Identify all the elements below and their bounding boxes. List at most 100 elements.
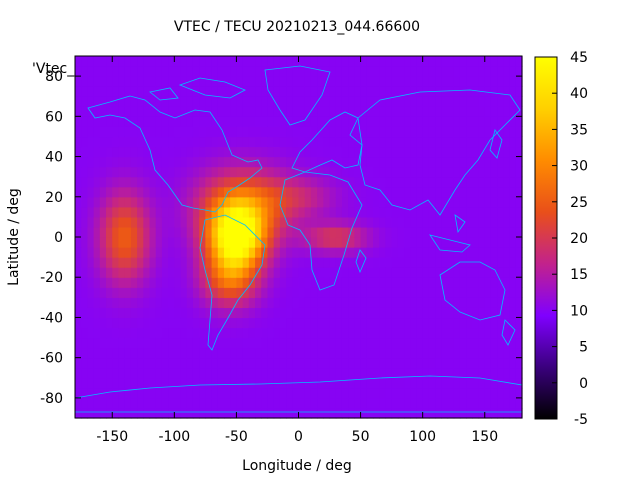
heat-cell bbox=[459, 337, 467, 349]
heat-cell bbox=[279, 277, 287, 288]
heat-cell bbox=[106, 196, 113, 208]
heat-cell bbox=[273, 407, 281, 419]
heat-cell bbox=[99, 337, 107, 349]
heat-cell bbox=[106, 397, 113, 409]
heat-cell bbox=[180, 387, 188, 399]
heat-cell bbox=[186, 126, 194, 138]
heat-cell bbox=[478, 247, 486, 258]
heat-cell bbox=[99, 347, 107, 359]
heat-cell bbox=[435, 307, 442, 319]
heat-cell bbox=[484, 86, 492, 97]
heat-cell bbox=[379, 297, 387, 308]
heat-cell bbox=[267, 56, 275, 67]
heat-cell bbox=[490, 267, 498, 278]
heat-cell bbox=[205, 126, 213, 138]
heat-cell bbox=[447, 76, 455, 87]
heat-cell bbox=[317, 347, 324, 359]
heat-cell bbox=[354, 176, 362, 188]
heat-cell bbox=[93, 216, 101, 228]
heat-cell bbox=[317, 126, 324, 138]
heat-cell bbox=[130, 156, 138, 168]
heat-cell bbox=[478, 206, 486, 218]
heat-cell bbox=[397, 96, 405, 107]
heat-cell bbox=[279, 337, 287, 349]
heat-cell bbox=[106, 96, 113, 107]
heat-cell bbox=[236, 146, 244, 158]
heat-cell bbox=[497, 216, 504, 228]
heat-cell bbox=[428, 277, 436, 288]
heat-cell bbox=[490, 186, 498, 198]
heat-cell bbox=[410, 257, 418, 268]
heat-cell bbox=[155, 66, 163, 77]
heat-cell bbox=[453, 277, 461, 288]
heat-cell bbox=[99, 136, 107, 148]
heat-cell bbox=[397, 196, 405, 208]
heat-cell bbox=[509, 237, 517, 248]
heat-cell bbox=[441, 66, 449, 77]
heat-cell bbox=[211, 116, 219, 127]
heat-cell bbox=[391, 377, 399, 389]
heat-cell bbox=[360, 367, 368, 379]
heat-cell bbox=[273, 226, 281, 238]
heat-cell bbox=[180, 76, 188, 87]
heat-cell bbox=[366, 116, 374, 127]
heat-cell bbox=[186, 397, 194, 409]
heat-cell bbox=[168, 196, 175, 208]
heat-cell bbox=[81, 297, 89, 308]
heat-cell bbox=[75, 56, 82, 67]
heat-cell bbox=[459, 156, 467, 168]
heat-cell bbox=[509, 367, 517, 379]
heat-cell bbox=[118, 317, 126, 329]
heat-cell bbox=[168, 287, 175, 298]
heat-cell bbox=[490, 297, 498, 308]
heat-cell bbox=[242, 257, 250, 268]
heat-cell bbox=[379, 86, 387, 97]
heat-cell bbox=[490, 66, 498, 77]
heat-cell bbox=[75, 287, 82, 298]
heat-cell bbox=[360, 126, 368, 138]
heat-cell bbox=[199, 126, 206, 138]
heat-cell bbox=[149, 96, 157, 107]
heat-cell bbox=[143, 106, 151, 117]
heat-cell bbox=[217, 206, 225, 218]
heat-cell bbox=[106, 387, 113, 399]
heat-cell bbox=[379, 226, 387, 238]
heat-cell bbox=[329, 387, 337, 399]
heat-cell bbox=[180, 156, 188, 168]
heat-cell bbox=[292, 176, 300, 188]
heat-cell bbox=[267, 176, 275, 188]
heat-cell bbox=[217, 56, 225, 67]
heat-cell bbox=[385, 196, 393, 208]
heat-cell bbox=[416, 297, 424, 308]
heat-cell bbox=[87, 337, 95, 349]
heat-cell bbox=[255, 367, 262, 379]
heat-cell bbox=[143, 257, 151, 268]
heat-cell bbox=[329, 307, 337, 319]
heat-cell bbox=[99, 176, 107, 188]
heat-cell bbox=[435, 297, 442, 308]
heat-cell bbox=[255, 247, 262, 258]
heat-cell bbox=[441, 96, 449, 107]
heat-cell bbox=[124, 407, 132, 419]
heat-cell bbox=[279, 267, 287, 278]
heat-cell bbox=[490, 156, 498, 168]
heat-cell bbox=[509, 277, 517, 288]
heat-cell bbox=[192, 116, 200, 127]
heat-cell bbox=[168, 226, 175, 238]
heat-cell bbox=[459, 257, 467, 268]
heat-cell bbox=[137, 96, 144, 107]
heat-cell bbox=[515, 196, 523, 208]
heat-cell bbox=[515, 176, 523, 188]
heat-cell bbox=[397, 176, 405, 188]
heat-cell bbox=[199, 86, 206, 97]
heat-cell bbox=[484, 56, 492, 67]
heat-cell bbox=[453, 56, 461, 67]
heat-cell bbox=[366, 96, 374, 107]
heat-cell bbox=[112, 126, 120, 138]
heat-cell bbox=[354, 287, 362, 298]
heat-cell bbox=[137, 297, 144, 308]
heat-cell bbox=[205, 146, 213, 158]
heat-cell bbox=[385, 186, 393, 198]
heat-cell bbox=[447, 367, 455, 379]
heat-cell bbox=[490, 196, 498, 208]
